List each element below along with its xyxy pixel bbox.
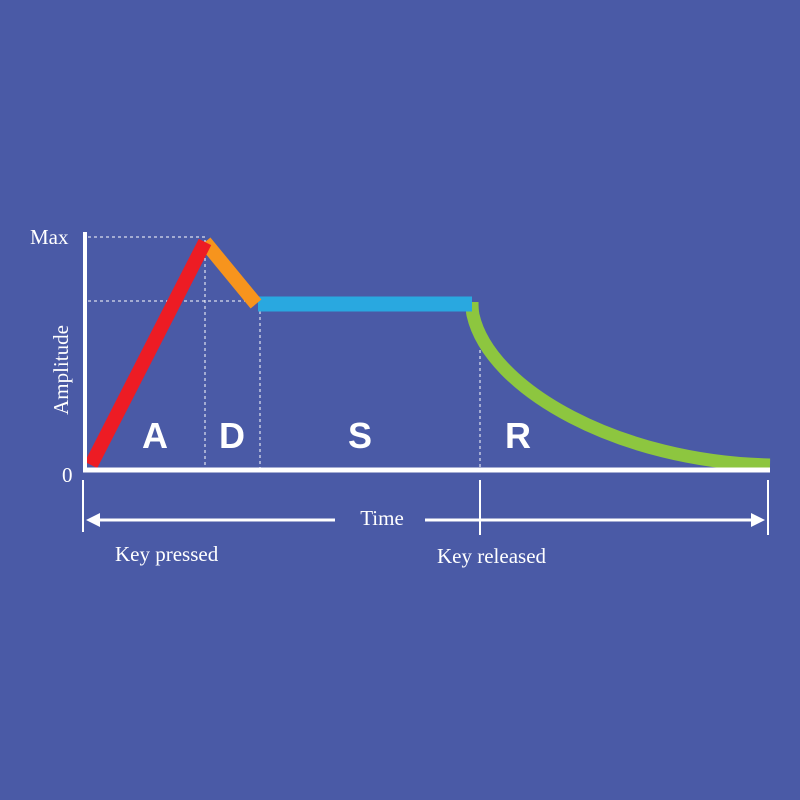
arrow-head: [751, 513, 765, 527]
y-max-label: Max: [30, 225, 69, 249]
event-label: Key pressed: [115, 542, 219, 566]
arrow-head: [86, 513, 100, 527]
x-axis-title: Time: [360, 506, 404, 530]
event-label: Key released: [437, 544, 547, 568]
release-curve: [465, 301, 771, 472]
attack-segment: [84, 238, 212, 469]
phase-label: S: [348, 415, 372, 456]
decay-segment: [199, 237, 262, 309]
phase-label: R: [505, 415, 531, 456]
phase-label: D: [219, 415, 245, 456]
y-axis-title: Amplitude: [49, 325, 73, 415]
y-zero-label: 0: [62, 463, 73, 487]
phase-label: A: [142, 415, 168, 456]
